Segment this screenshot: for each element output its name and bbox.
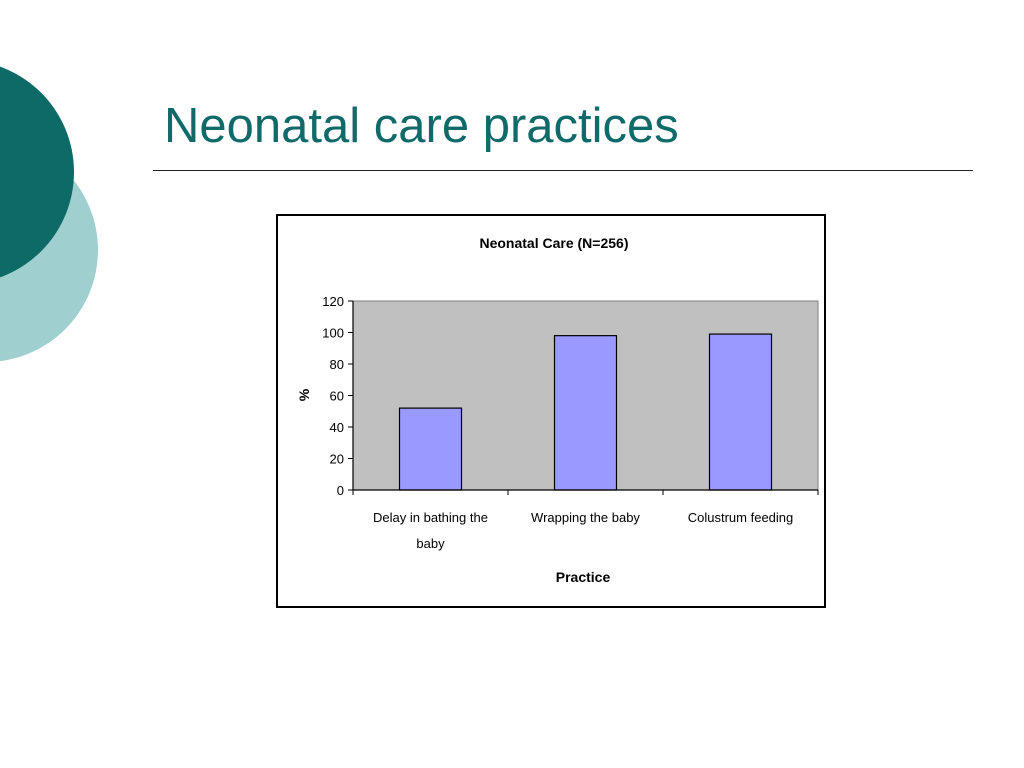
x-category-label: Wrapping the baby (531, 510, 640, 525)
chart-frame: Neonatal Care (N=256) 0 20 40 60 80 100 120 Del… (276, 214, 826, 608)
y-tick-label: 100 (322, 326, 344, 341)
bar (708, 333, 773, 491)
x-axis-title: Practice (556, 569, 611, 585)
x-category-label: Delay in bathing the baby (373, 510, 488, 551)
y-tick-label: 60 (330, 389, 344, 404)
slide-title: Neonatal care practices (164, 99, 679, 153)
x-category-label: Colustrum feeding (688, 510, 794, 525)
y-tick-label: 120 (322, 294, 344, 309)
title-divider (153, 170, 973, 171)
axis-labels: 0 20 40 60 80 100 120 Delay in bathing the baby W… (322, 294, 793, 551)
dark-teal-circle (0, 66, 74, 278)
y-tick-label: 80 (330, 357, 344, 372)
y-axis-title: % (296, 388, 312, 401)
y-tick-label: 40 (330, 420, 344, 435)
bar (553, 335, 618, 491)
axes (348, 300, 819, 495)
chart-title: Neonatal Care (N=256) (479, 235, 628, 251)
bar-chart: Neonatal Care (N=256) 0 20 40 60 80 100 120 Del… (296, 235, 819, 585)
bars (398, 333, 773, 491)
decorative-circles (0, 66, 98, 362)
y-tick-label: 20 (330, 452, 344, 467)
y-tick-label: 0 (337, 483, 344, 498)
bar (398, 407, 463, 491)
